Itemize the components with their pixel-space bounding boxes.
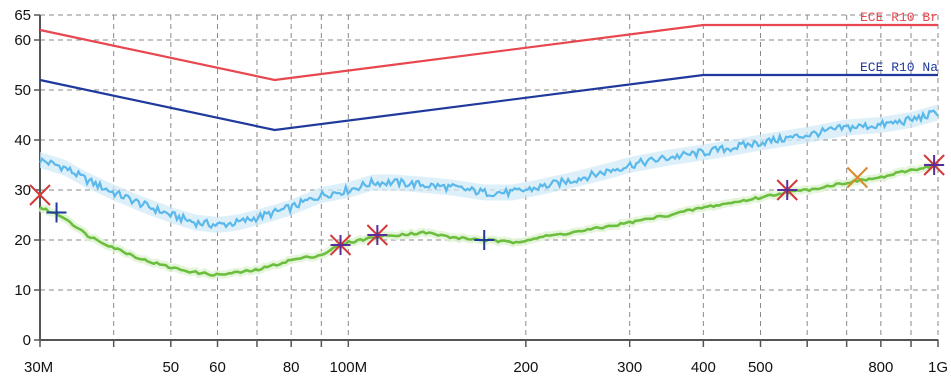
marker-plus: [474, 230, 495, 250]
x-tick-label: 50: [162, 359, 179, 376]
x-tick-label: 30M: [24, 359, 53, 376]
y-tick-label: 40: [14, 132, 31, 149]
y-tick-label: 30: [14, 182, 31, 199]
series-ece-r10-br-label: ECE R10 Br: [860, 10, 938, 25]
series-lines: [37, 23, 941, 280]
x-tick-label: 60: [209, 359, 226, 376]
marker-asterisk: [923, 154, 945, 176]
marker-asterisk: [776, 179, 798, 201]
axes: [34, 14, 939, 347]
x-tick-label: 300: [617, 359, 642, 376]
x-tick-label: 100M: [330, 359, 368, 376]
y-tick-label: 65: [14, 7, 31, 24]
x-tick-label: 80: [283, 359, 300, 376]
x-tick-label: 500: [748, 359, 773, 376]
marker-cross: [29, 184, 51, 206]
peak-markers: [29, 154, 945, 256]
series-ece-r10-br-line: [39, 23, 938, 82]
marker-plus: [46, 202, 67, 223]
marker-stroke: [846, 166, 869, 189]
measurement-trace-2-line: [39, 109, 939, 230]
x-tick-label: 800: [868, 359, 893, 376]
x-tick-label: 200: [513, 359, 538, 376]
x-tick-label: 400: [691, 359, 716, 376]
series-ece-r10-na-line: [39, 73, 938, 132]
labels: 0 10 20 30 40 50 60 65 30M 50 60 80 100M 200 300 400 500…: [14, 7, 948, 376]
x-tick-label: 1G: [928, 359, 948, 376]
y-tick-label: 20: [14, 232, 31, 249]
marker-cross: [846, 166, 869, 189]
y-tick-label: 50: [14, 82, 31, 99]
marker-asterisk: [329, 234, 352, 256]
marker-stroke: [29, 184, 51, 206]
y-tick-label: 0: [23, 332, 31, 349]
y-tick-label: 10: [14, 282, 31, 299]
y-tick-label: 60: [14, 32, 31, 49]
series-ece-r10-na-label: ECE R10 Na: [860, 60, 938, 75]
grid: [40, 14, 939, 340]
marker-asterisk: [366, 224, 389, 246]
